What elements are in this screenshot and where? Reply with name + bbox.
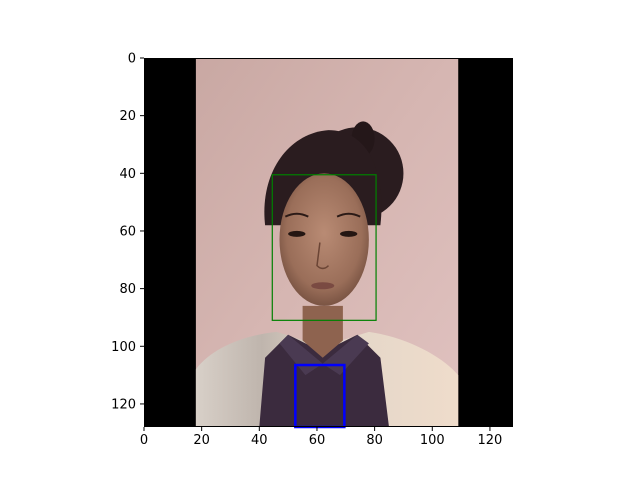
- y-tick-label: 60: [119, 224, 136, 239]
- face-box: [271, 174, 377, 321]
- y-tick-label: 80: [119, 282, 136, 297]
- neck: [302, 305, 343, 358]
- y-tick-label: 100: [111, 340, 136, 355]
- eyebrow-left: [284, 212, 309, 218]
- eyebrow-right: [336, 212, 361, 218]
- y-tick-label: 0: [128, 52, 136, 67]
- x-tick-label: 0: [140, 433, 148, 448]
- eye-left: [288, 230, 306, 237]
- eye-right: [340, 230, 358, 237]
- axes-frame: [144, 58, 513, 427]
- nose: [316, 242, 330, 270]
- photo-image: [144, 58, 513, 427]
- x-axis: 0 20 40 60 80 100 120: [140, 427, 502, 448]
- x-tick-label: 100: [420, 433, 445, 448]
- y-axis: 0 20 40 60 80 100 120: [111, 52, 144, 412]
- x-tick-label: 60: [309, 433, 326, 448]
- y-tick-label: 20: [119, 109, 136, 124]
- face: [279, 173, 369, 306]
- x-tick-label: 40: [251, 433, 268, 448]
- x-tick-label: 120: [478, 433, 503, 448]
- y-tick-label: 120: [111, 397, 136, 412]
- mouth: [311, 282, 335, 290]
- x-tick-label: 20: [193, 433, 210, 448]
- x-tick-label: 80: [366, 433, 383, 448]
- y-tick-label: 40: [119, 167, 136, 182]
